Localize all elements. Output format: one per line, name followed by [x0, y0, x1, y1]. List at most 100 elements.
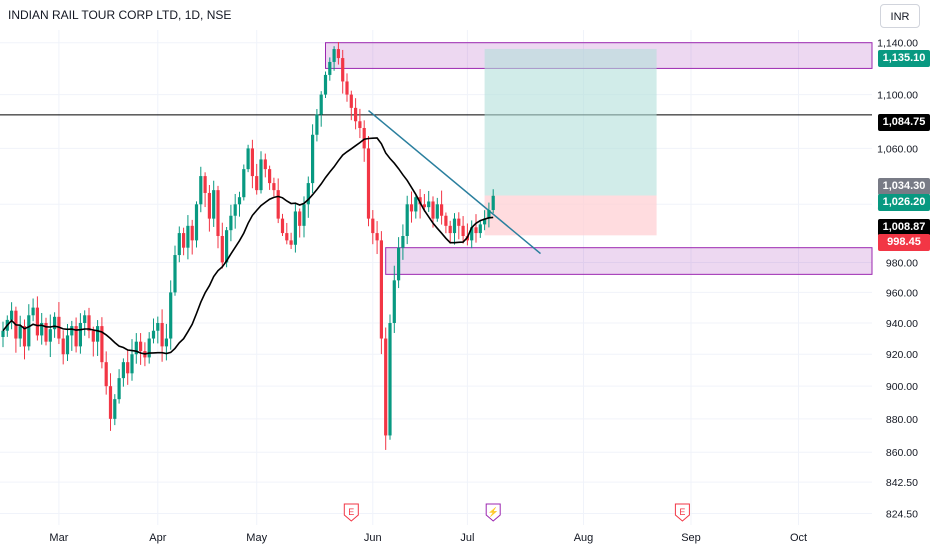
- candle-body: [156, 322, 160, 331]
- candle-body: [336, 49, 340, 59]
- candle-body: [418, 197, 422, 205]
- candle-body: [27, 315, 31, 347]
- candle-body: [91, 330, 95, 342]
- candle-body: [392, 280, 396, 323]
- price-label-level: 1,084.75: [878, 114, 930, 131]
- candle-body: [379, 240, 383, 339]
- candle-body: [311, 134, 315, 184]
- event-marker-label: E: [348, 507, 354, 517]
- candle-body: [22, 326, 27, 347]
- candle-body: [44, 322, 48, 342]
- candle-body: [280, 218, 285, 234]
- event-marker: [485, 503, 501, 522]
- candle-body: [18, 326, 22, 339]
- candle-body: [40, 322, 44, 336]
- position-stop-area: [484, 195, 657, 236]
- candle-body: [358, 121, 362, 128]
- candle-body: [31, 307, 35, 316]
- candle-body: [405, 204, 409, 236]
- candle-body: [431, 201, 435, 219]
- event-marker-label: E: [679, 507, 685, 517]
- price-label-last: 1,026.20: [878, 194, 930, 211]
- candle-body: [225, 230, 229, 263]
- candle-body: [194, 204, 199, 241]
- candle-body: [345, 81, 349, 95]
- candle-body: [53, 316, 57, 330]
- candle-body: [87, 315, 91, 331]
- candle-body: [298, 211, 302, 226]
- candle-body: [78, 322, 82, 347]
- candle-body: [160, 322, 164, 347]
- candle-body: [100, 326, 104, 363]
- candle-body: [139, 341, 143, 352]
- candle-body: [113, 399, 117, 419]
- x-tick-label: Aug: [574, 532, 594, 544]
- earnings-marker-icon: [343, 503, 359, 522]
- symbol-title[interactable]: INDIAN RAIL TOUR CORP LTD, 1D, NSE: [8, 8, 232, 22]
- candle-body: [302, 204, 306, 226]
- candle-body: [332, 49, 336, 62]
- candle-body: [306, 183, 310, 205]
- x-tick-label: Apr: [149, 532, 166, 544]
- candle-body: [173, 255, 177, 293]
- supply-demand-zone: [385, 247, 873, 275]
- y-tick-label: 960.00: [886, 287, 918, 299]
- candle-body: [121, 362, 125, 379]
- y-tick-label: 940.00: [886, 318, 918, 330]
- candle-body: [384, 338, 388, 436]
- candle-body: [452, 218, 457, 234]
- candle-body: [388, 322, 392, 436]
- candle-body: [96, 326, 100, 342]
- candle-body: [117, 378, 121, 400]
- candle-body: [35, 307, 39, 336]
- y-tick-label: 880.00: [886, 414, 918, 426]
- candle-body: [134, 341, 138, 355]
- candle-body: [199, 176, 203, 205]
- position-target-area: [484, 48, 657, 196]
- candle-body: [233, 204, 237, 216]
- candle-body: [444, 215, 448, 226]
- candle-body: [263, 159, 267, 170]
- candle-body: [255, 176, 259, 191]
- moving-average-line: [2, 137, 494, 355]
- candle-body: [229, 215, 233, 231]
- price-label-stop: 998.45: [878, 234, 930, 251]
- candle-body: [259, 159, 263, 191]
- candle-body: [427, 201, 431, 208]
- candle-body: [220, 235, 224, 263]
- candle-body: [190, 225, 194, 241]
- candle-body: [483, 218, 487, 225]
- candle-body: [186, 225, 190, 248]
- candle-body: [74, 326, 78, 347]
- candle-body: [362, 127, 366, 149]
- y-tick-label: 860.00: [886, 447, 918, 459]
- candle-body: [354, 107, 358, 122]
- y-tick-label: 900.00: [886, 381, 918, 393]
- candle-body: [478, 224, 482, 234]
- price-label-target: 1,135.10: [878, 50, 930, 67]
- x-tick-label: Oct: [790, 532, 807, 544]
- candle-body: [422, 204, 426, 208]
- candle-body: [289, 240, 293, 245]
- x-tick-label: Jul: [460, 532, 474, 544]
- currency-selector[interactable]: INR: [880, 4, 920, 28]
- candle-body: [207, 192, 211, 219]
- candle-body: [242, 169, 246, 198]
- candle-body: [108, 386, 113, 419]
- candle-body: [216, 190, 220, 236]
- trend-line: [368, 109, 541, 255]
- candle-body: [349, 94, 353, 108]
- event-marker-label: ⚡: [488, 506, 499, 518]
- candle-body: [474, 227, 478, 234]
- candle-body: [435, 204, 439, 219]
- candle-body: [470, 227, 474, 241]
- candle-body: [70, 326, 74, 336]
- candle-body: [1, 330, 5, 337]
- candle-body: [401, 235, 405, 248]
- candle-body: [65, 335, 70, 355]
- candle-body: [104, 362, 108, 387]
- candle-body: [323, 74, 328, 95]
- candle-body: [448, 225, 452, 234]
- y-tick-label: 824.50: [886, 508, 918, 520]
